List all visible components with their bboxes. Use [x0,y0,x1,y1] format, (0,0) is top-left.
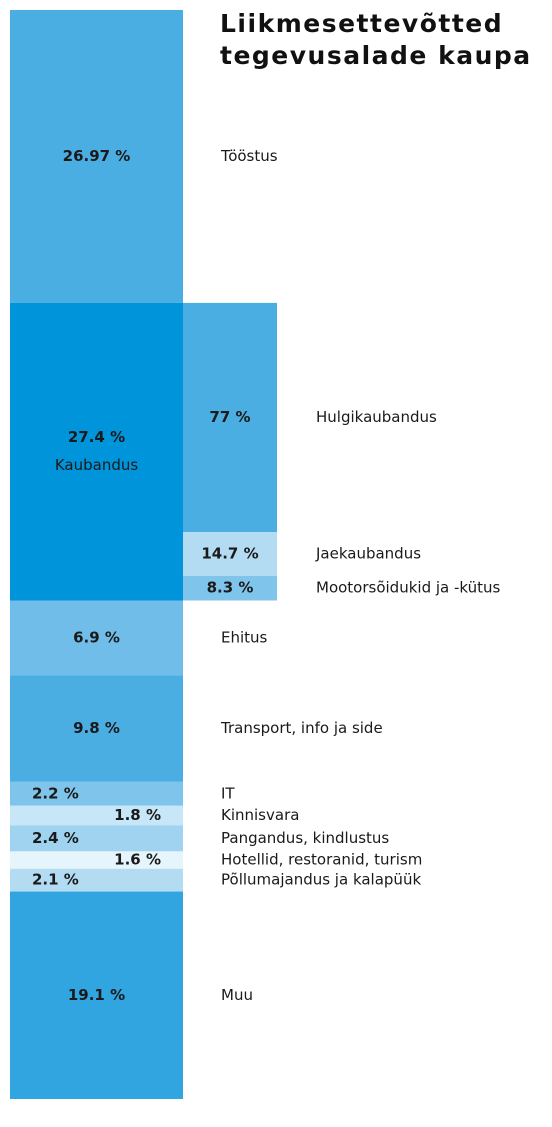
value-label: 19.1 % [68,986,125,1004]
value-label: 27.4 % [68,428,125,446]
sub-segment [183,532,277,576]
value-label: 26.97 % [63,147,131,165]
value-label: 2.4 % [32,829,79,847]
category-label: Ehitus [221,628,268,646]
segment [10,675,183,782]
segment [10,600,183,676]
value-label: 2.2 % [32,784,79,802]
category-label: Põllumajandus ja kalapüük [221,871,421,889]
category-label: Muu [221,986,253,1004]
segment [10,891,183,1099]
category-label: Mootorsõidukid ja -kütus [316,579,501,597]
category-label: IT [221,784,235,802]
segment [10,805,183,826]
segment [10,868,183,892]
value-label: 6.9 % [73,628,120,646]
segment [10,825,183,852]
segment [10,302,183,601]
value-label: 1.6 % [114,851,161,869]
category-label: Pangandus, kindlustus [221,829,389,847]
category-label: Jaekaubandus [315,544,421,562]
chart-title: Liikmesettevõtted tegevusalade kaupa [220,9,532,70]
value-label: 77 % [209,408,250,426]
sub-segment [183,302,277,533]
category-label: Kaubandus [55,456,139,474]
value-label: 2.1 % [32,871,79,889]
value-label: 1.8 % [114,806,161,824]
sub-segment [183,575,277,601]
category-label: Kinnisvara [221,806,299,824]
segment [10,781,183,806]
category-label: Transport, info ja side [220,719,383,737]
segment [10,10,183,303]
segment [10,851,183,869]
category-label: Tööstus [220,147,278,165]
value-label: 14.7 % [201,544,258,562]
value-label: 8.3 % [207,579,254,597]
value-label: 9.8 % [73,719,120,737]
category-label: Hulgikaubandus [316,408,437,426]
category-label: Hotellid, restoranid, turism [221,851,422,869]
